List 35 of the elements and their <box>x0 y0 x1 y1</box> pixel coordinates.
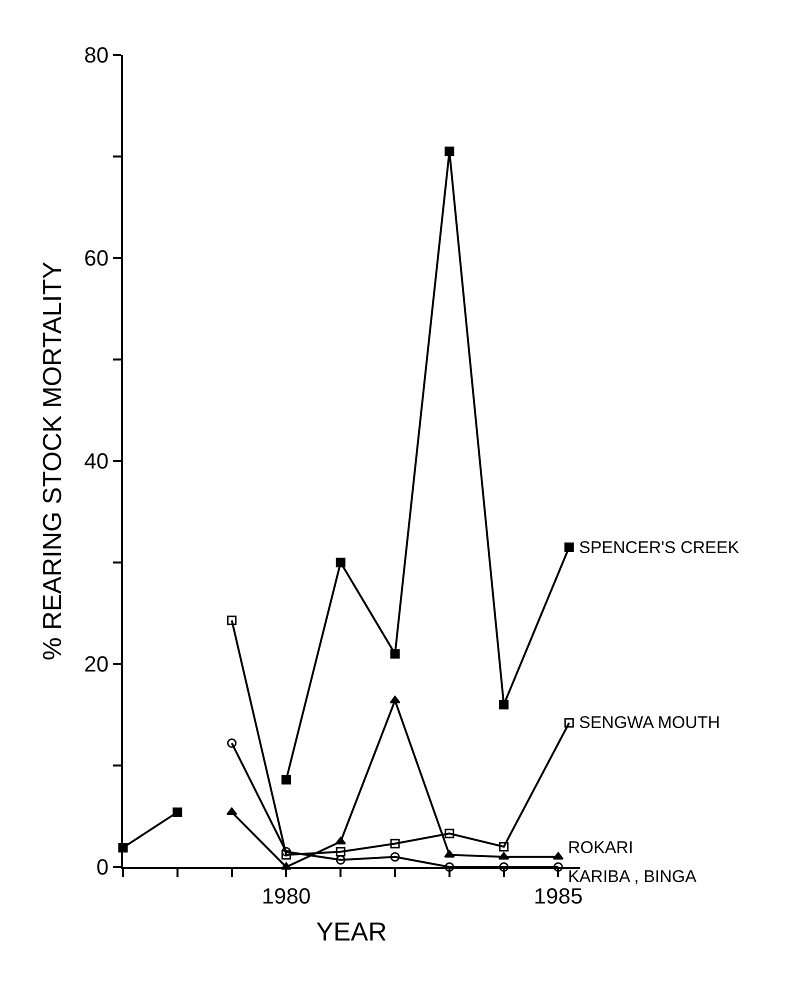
series-label: SENGWA MOUTH <box>579 713 720 732</box>
y-tick-label: 40 <box>84 448 109 474</box>
point <box>499 700 509 710</box>
point <box>390 696 400 704</box>
y-tick-label: 0 <box>96 854 109 880</box>
point <box>336 558 346 568</box>
point <box>553 862 563 872</box>
point <box>227 738 237 748</box>
point <box>335 836 346 844</box>
point <box>336 847 346 857</box>
point <box>444 146 454 156</box>
point <box>227 616 237 626</box>
point <box>444 850 455 858</box>
y-axis-title: % REARING STOCK MORTALITY <box>37 262 68 660</box>
series-label: ROKARI <box>568 838 634 857</box>
point <box>390 852 400 862</box>
point <box>564 542 574 552</box>
y-tick-label: 80 <box>84 42 109 68</box>
series-label: KARIBA , BINGA <box>568 867 698 886</box>
point <box>499 862 509 872</box>
point <box>172 807 182 817</box>
point <box>281 850 291 860</box>
y-tick-label: 20 <box>84 652 109 677</box>
y-tick-label: 60 <box>84 246 109 271</box>
point <box>499 842 509 852</box>
point <box>281 774 291 784</box>
point <box>390 838 400 848</box>
x-tick-label: 1985 <box>534 883 583 908</box>
point <box>336 855 346 865</box>
point <box>444 828 454 838</box>
x-tick-label: 1980 <box>262 883 311 908</box>
x-axis-title: YEAR <box>316 916 387 947</box>
point <box>390 649 400 659</box>
point <box>564 718 574 728</box>
series-label: SPENCER'S CREEK <box>579 538 740 557</box>
